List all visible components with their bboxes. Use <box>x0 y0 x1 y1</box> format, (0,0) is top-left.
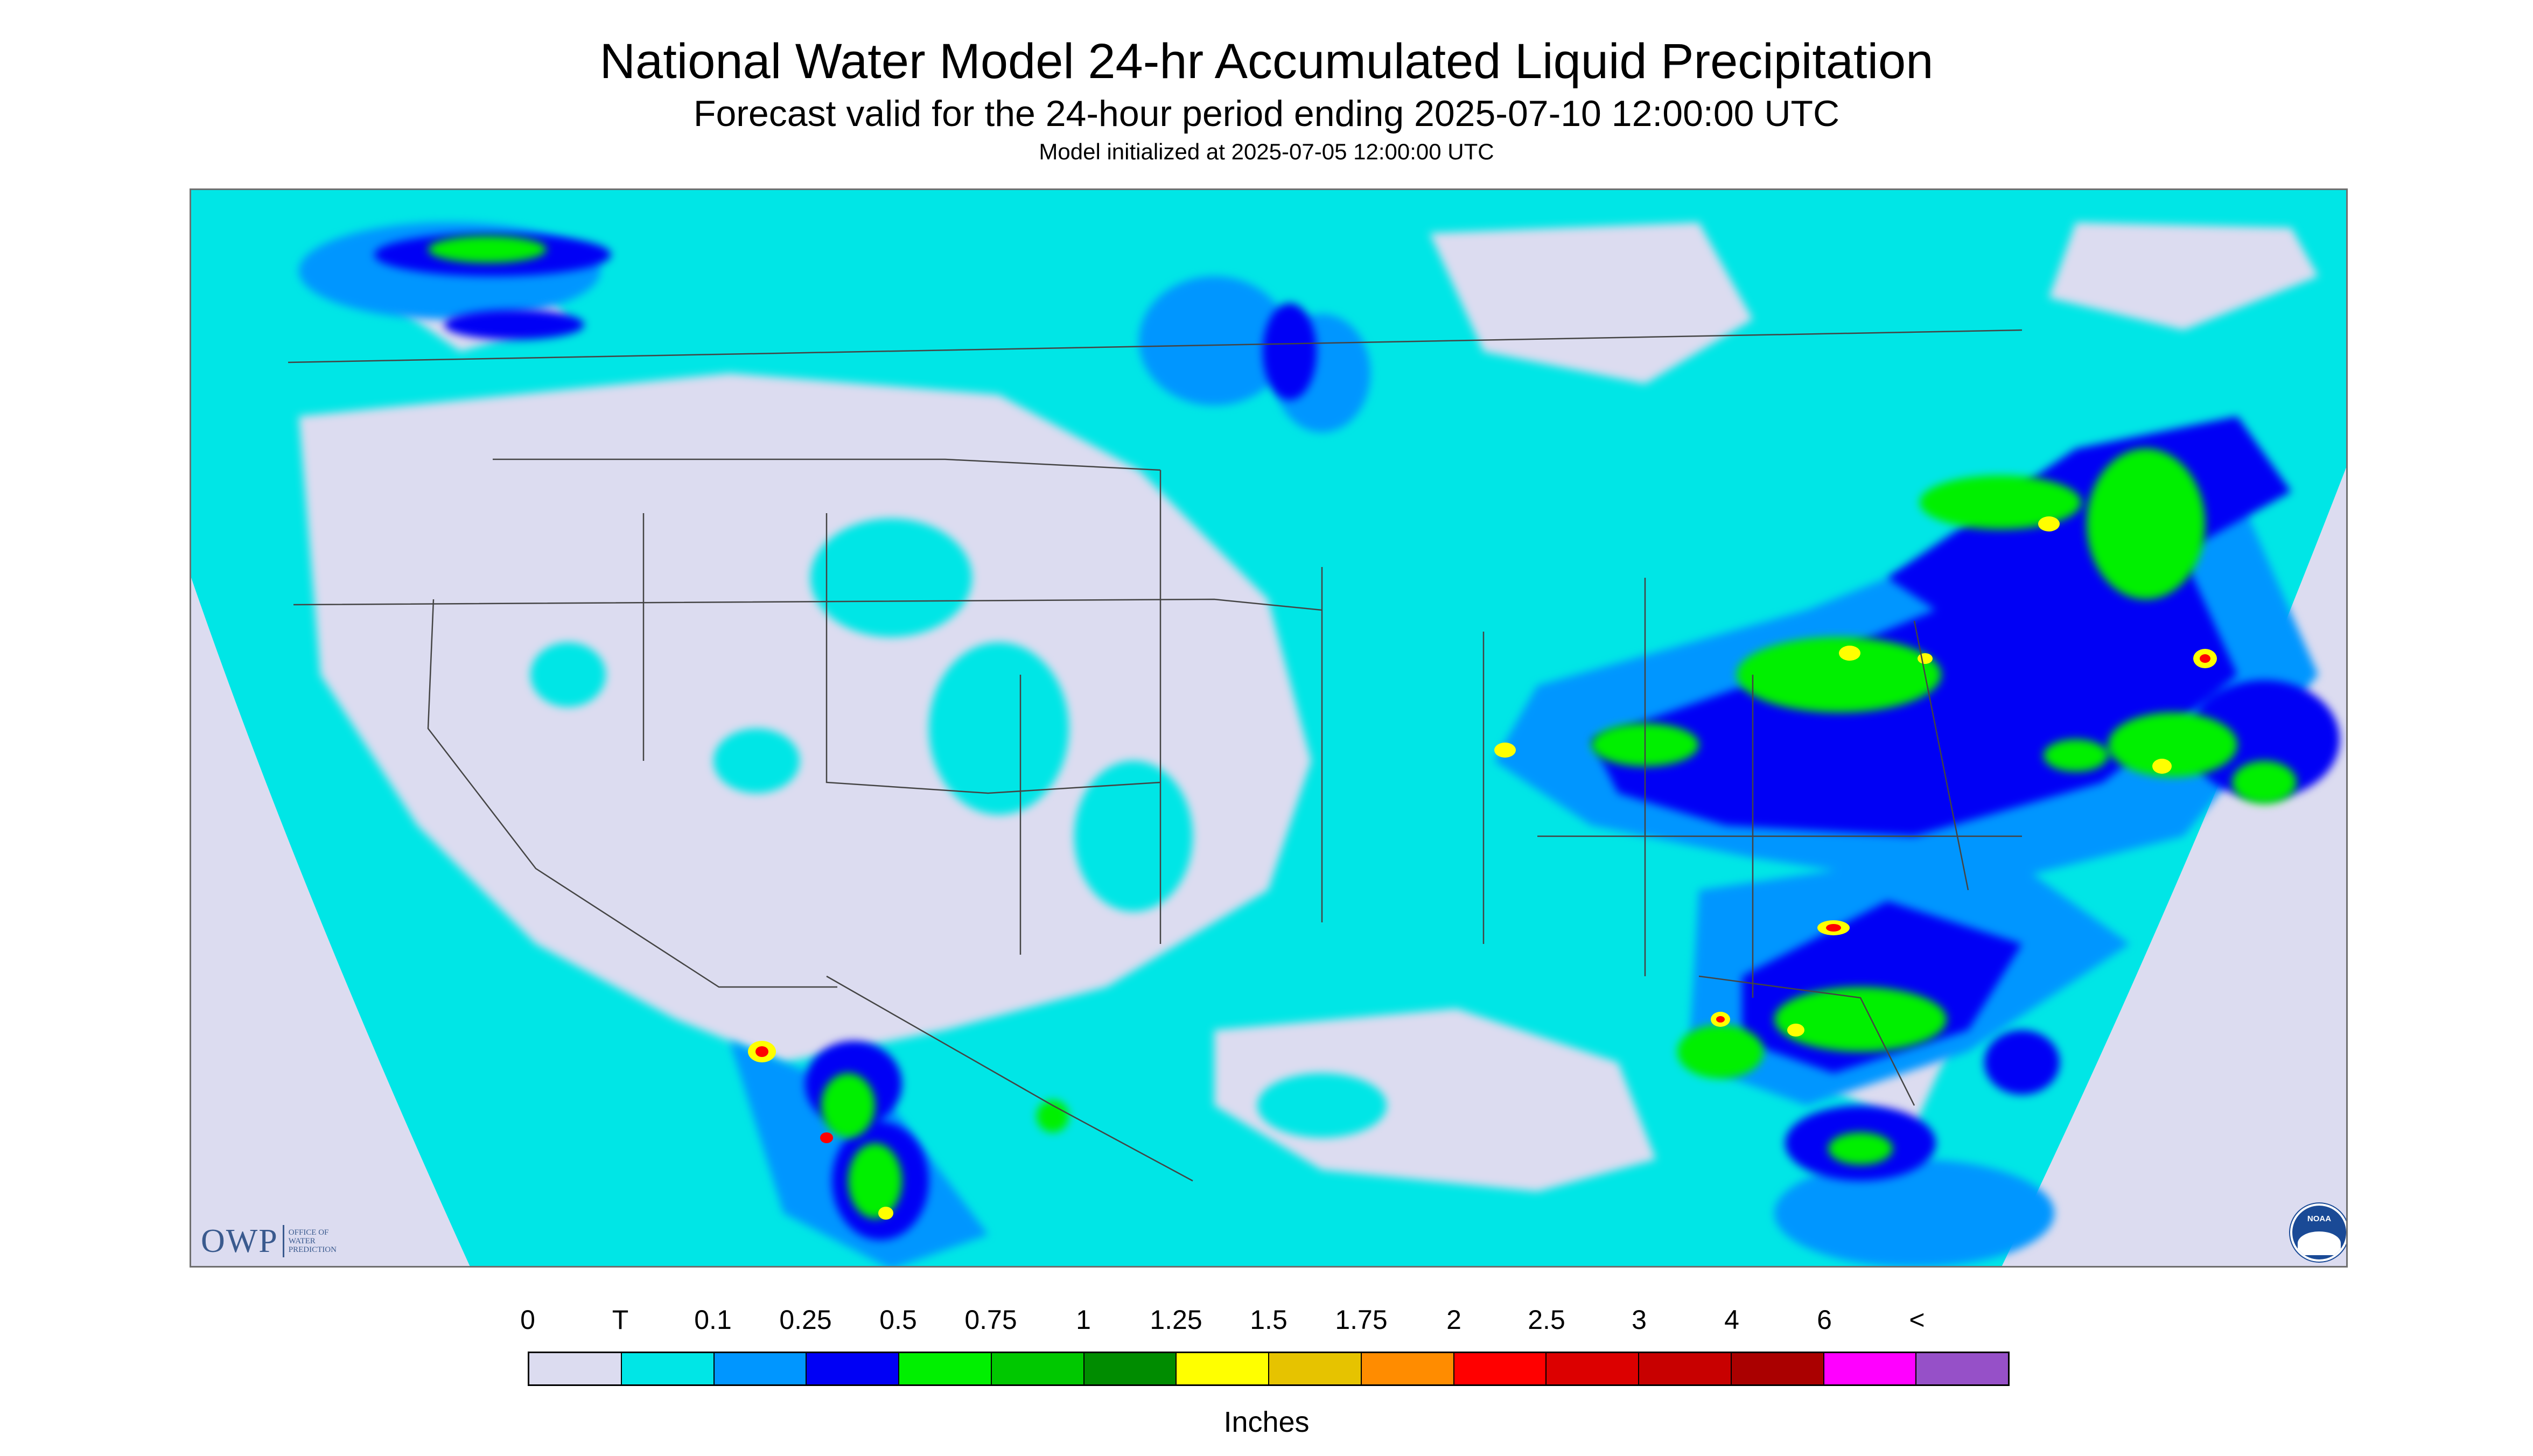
legend-swatch <box>1731 1353 1824 1384</box>
legend-swatch <box>714 1353 807 1384</box>
legend-swatch <box>899 1353 992 1384</box>
legend-swatch <box>1084 1353 1177 1384</box>
outside-domain-west <box>191 578 470 1266</box>
noaa-logo-wave <box>2298 1231 2341 1255</box>
legend-swatch <box>807 1353 899 1384</box>
state-borders <box>288 329 2023 1182</box>
trace-patches <box>530 519 1387 1138</box>
legend-swatch <box>529 1353 622 1384</box>
legend-color-bar <box>528 1352 2010 1386</box>
outside-domain-east <box>2002 467 2346 1266</box>
noaa-logo: NOAA <box>2290 1203 2346 1262</box>
legend-label: 3 <box>1632 1305 1647 1335</box>
precipitation-map: OWP OFFICE OF WATER PREDICTION NOAA <box>190 188 2348 1268</box>
owp-logo: OWP OFFICE OF WATER PREDICTION <box>201 1220 337 1263</box>
owp-logo-name: OFFICE OF WATER PREDICTION <box>288 1228 337 1254</box>
legend-label: 0 <box>520 1305 535 1335</box>
legend-label: 0.75 <box>964 1305 1017 1335</box>
owp-logo-divider <box>282 1225 284 1257</box>
legend-label: 4 <box>1724 1305 1739 1335</box>
legend-label: 0.5 <box>879 1305 917 1335</box>
legend-swatch <box>1177 1353 1269 1384</box>
legend-label: 2 <box>1446 1305 1461 1335</box>
map-title: National Water Model 24-hr Accumulated L… <box>599 34 1934 89</box>
legend-label: 6 <box>1817 1305 1832 1335</box>
legend-label: 1.75 <box>1335 1305 1388 1335</box>
legend-swatch <box>1547 1353 1639 1384</box>
legend-swatch <box>1361 1353 1454 1384</box>
legend-swatch <box>1454 1353 1547 1384</box>
model-init-note: Model initialized at 2025-07-05 12:00:00… <box>1039 139 1494 164</box>
legend-label: 0.25 <box>779 1305 832 1335</box>
legend-swatch <box>1269 1353 1362 1384</box>
legend-label: 2.5 <box>1528 1305 1565 1335</box>
legend-swatch <box>991 1353 1084 1384</box>
legend-label: < <box>1909 1305 1925 1335</box>
legend-label: 1 <box>1076 1305 1091 1335</box>
legend-label: T <box>612 1305 629 1335</box>
map-subtitle: Forecast valid for the 24-hour period en… <box>693 93 1840 134</box>
precipitation-map-canvas <box>191 190 2346 1266</box>
legend-swatch <box>1824 1353 1917 1384</box>
legend-label: 0.1 <box>694 1305 732 1335</box>
owp-logo-letters: OWP <box>201 1222 278 1259</box>
legend-swatch <box>1916 1353 2008 1384</box>
legend-labels: 0 T 0.1 0.25 0.5 0.75 1 1.25 1.5 1.75 2 2.5 3 4 6 < <box>0 1304 2533 1336</box>
legend-units: Inches <box>1223 1406 1310 1438</box>
legend-label: 1.5 <box>1250 1305 1288 1335</box>
legend-label: 1.25 <box>1150 1305 1202 1335</box>
heavy-precip-green <box>428 236 2297 1219</box>
legend-swatch <box>621 1353 715 1384</box>
noaa-logo-text: NOAA <box>2307 1214 2332 1223</box>
legend-swatch <box>1639 1353 1732 1384</box>
